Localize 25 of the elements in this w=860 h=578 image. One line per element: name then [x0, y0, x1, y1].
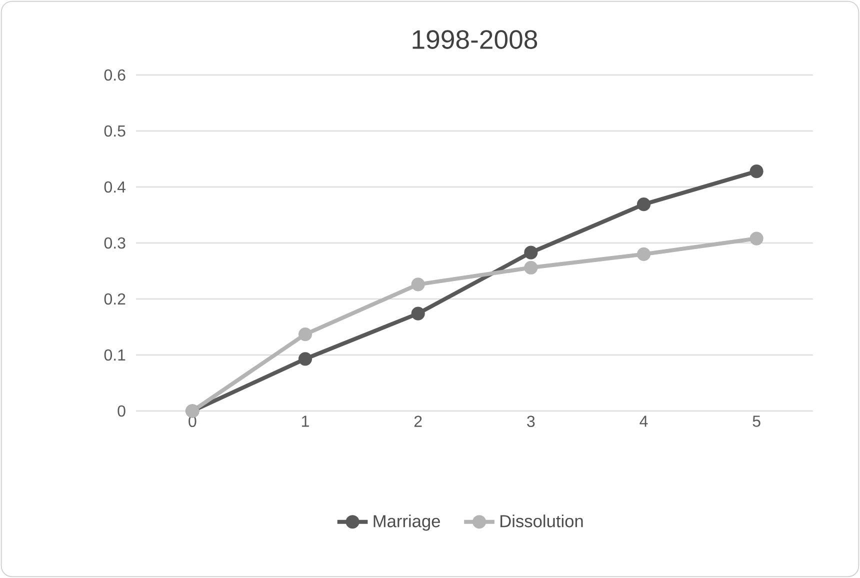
x-tick-label: 5	[752, 416, 760, 427]
legend-label: Marriage	[374, 514, 440, 531]
x-tick-label: 1	[302, 416, 309, 427]
chart-title: 1998-2008	[412, 30, 538, 49]
point	[636, 247, 651, 261]
point	[524, 260, 538, 274]
legend-label: Dissolution	[500, 514, 583, 528]
y-tick-label: 0.6	[104, 69, 126, 81]
point	[411, 278, 425, 292]
y-tick-label: 0.1	[104, 349, 126, 361]
point	[298, 352, 312, 366]
point	[524, 246, 538, 260]
y-tick-label: 0.4	[104, 181, 126, 193]
point	[298, 327, 312, 342]
point	[750, 232, 764, 246]
point	[750, 164, 764, 178]
y-tick-label: 0.3	[104, 237, 126, 249]
x-tick-label: 2	[414, 416, 422, 427]
x-tick-label: 4	[640, 416, 648, 427]
point	[411, 306, 425, 320]
y-tick-label: 0.2	[104, 293, 126, 305]
x-tick-label: 3	[527, 416, 535, 428]
y-tick-label: 0	[118, 405, 126, 417]
point	[636, 198, 651, 212]
y-tick-label: 0.5	[104, 125, 126, 137]
